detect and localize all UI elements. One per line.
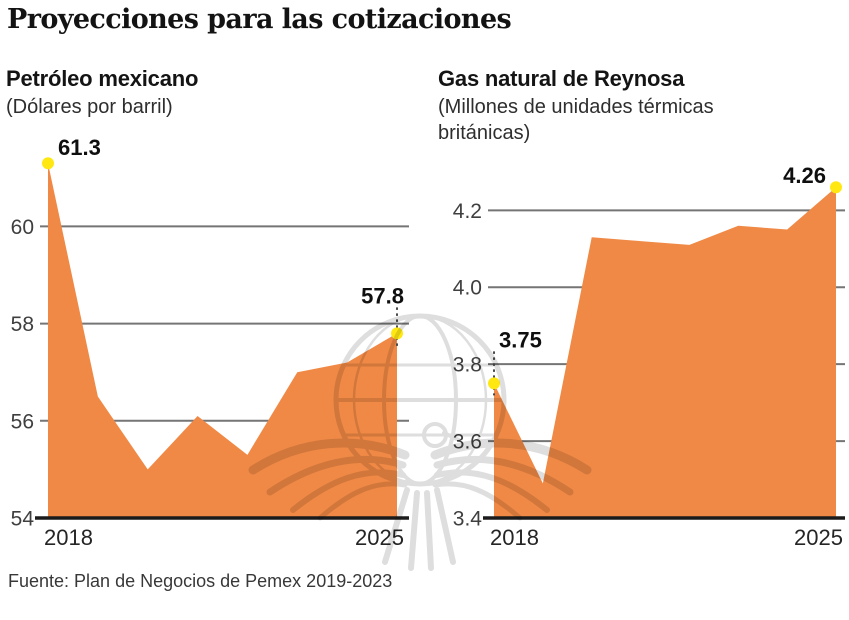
svg-text:60: 60 — [11, 216, 34, 239]
oil-chart-subtitle: (Dólares por barril) — [6, 96, 173, 118]
source-note: Fuente: Plan de Negocios de Pemex 2019-2… — [8, 571, 393, 591]
endpoint-dot — [42, 157, 54, 170]
svg-text:3.75: 3.75 — [499, 327, 542, 352]
svg-text:2025: 2025 — [794, 525, 843, 550]
svg-text:3.6: 3.6 — [453, 431, 482, 454]
svg-text:3.4: 3.4 — [453, 508, 483, 531]
gas-chart-header: Gas natural de Reynosa (Millones de unid… — [438, 66, 838, 146]
svg-text:57.8: 57.8 — [361, 283, 404, 308]
svg-text:2018: 2018 — [490, 525, 539, 550]
svg-text:3.8: 3.8 — [453, 354, 482, 377]
oil-chart-title: Petróleo mexicano — [6, 66, 199, 91]
svg-text:56: 56 — [11, 410, 34, 433]
page-title: Proyecciones para las cotizaciones — [7, 4, 512, 35]
endpoint-dot — [488, 377, 500, 390]
area-series — [494, 187, 836, 518]
svg-text:4.2: 4.2 — [453, 200, 482, 223]
gas-chart-title: Gas natural de Reynosa — [438, 66, 685, 91]
svg-text:2025: 2025 — [355, 525, 404, 550]
endpoint-dot — [830, 181, 842, 194]
svg-text:54: 54 — [11, 508, 35, 531]
svg-text:4.26: 4.26 — [783, 163, 826, 188]
oil-chart-header: Petróleo mexicano (Dólares por barril) — [6, 66, 416, 121]
gas-chart-subtitle: (Millones de unidades térmicas británica… — [438, 96, 714, 144]
endpoint-dot — [391, 327, 403, 340]
svg-text:61.3: 61.3 — [58, 135, 101, 160]
oil-area-chart: 54 56 58 60 2018 2025 61.3 57.8 — [11, 135, 409, 550]
gas-area-chart: 3.4 3.6 3.8 4.0 4.2 2018 2025 3.75 4.26 — [453, 163, 845, 550]
eagle-globe-watermark-icon — [248, 313, 592, 571]
svg-text:4.0: 4.0 — [453, 277, 482, 300]
svg-text:58: 58 — [11, 313, 34, 336]
svg-text:2018: 2018 — [44, 525, 93, 550]
area-series — [48, 163, 397, 518]
